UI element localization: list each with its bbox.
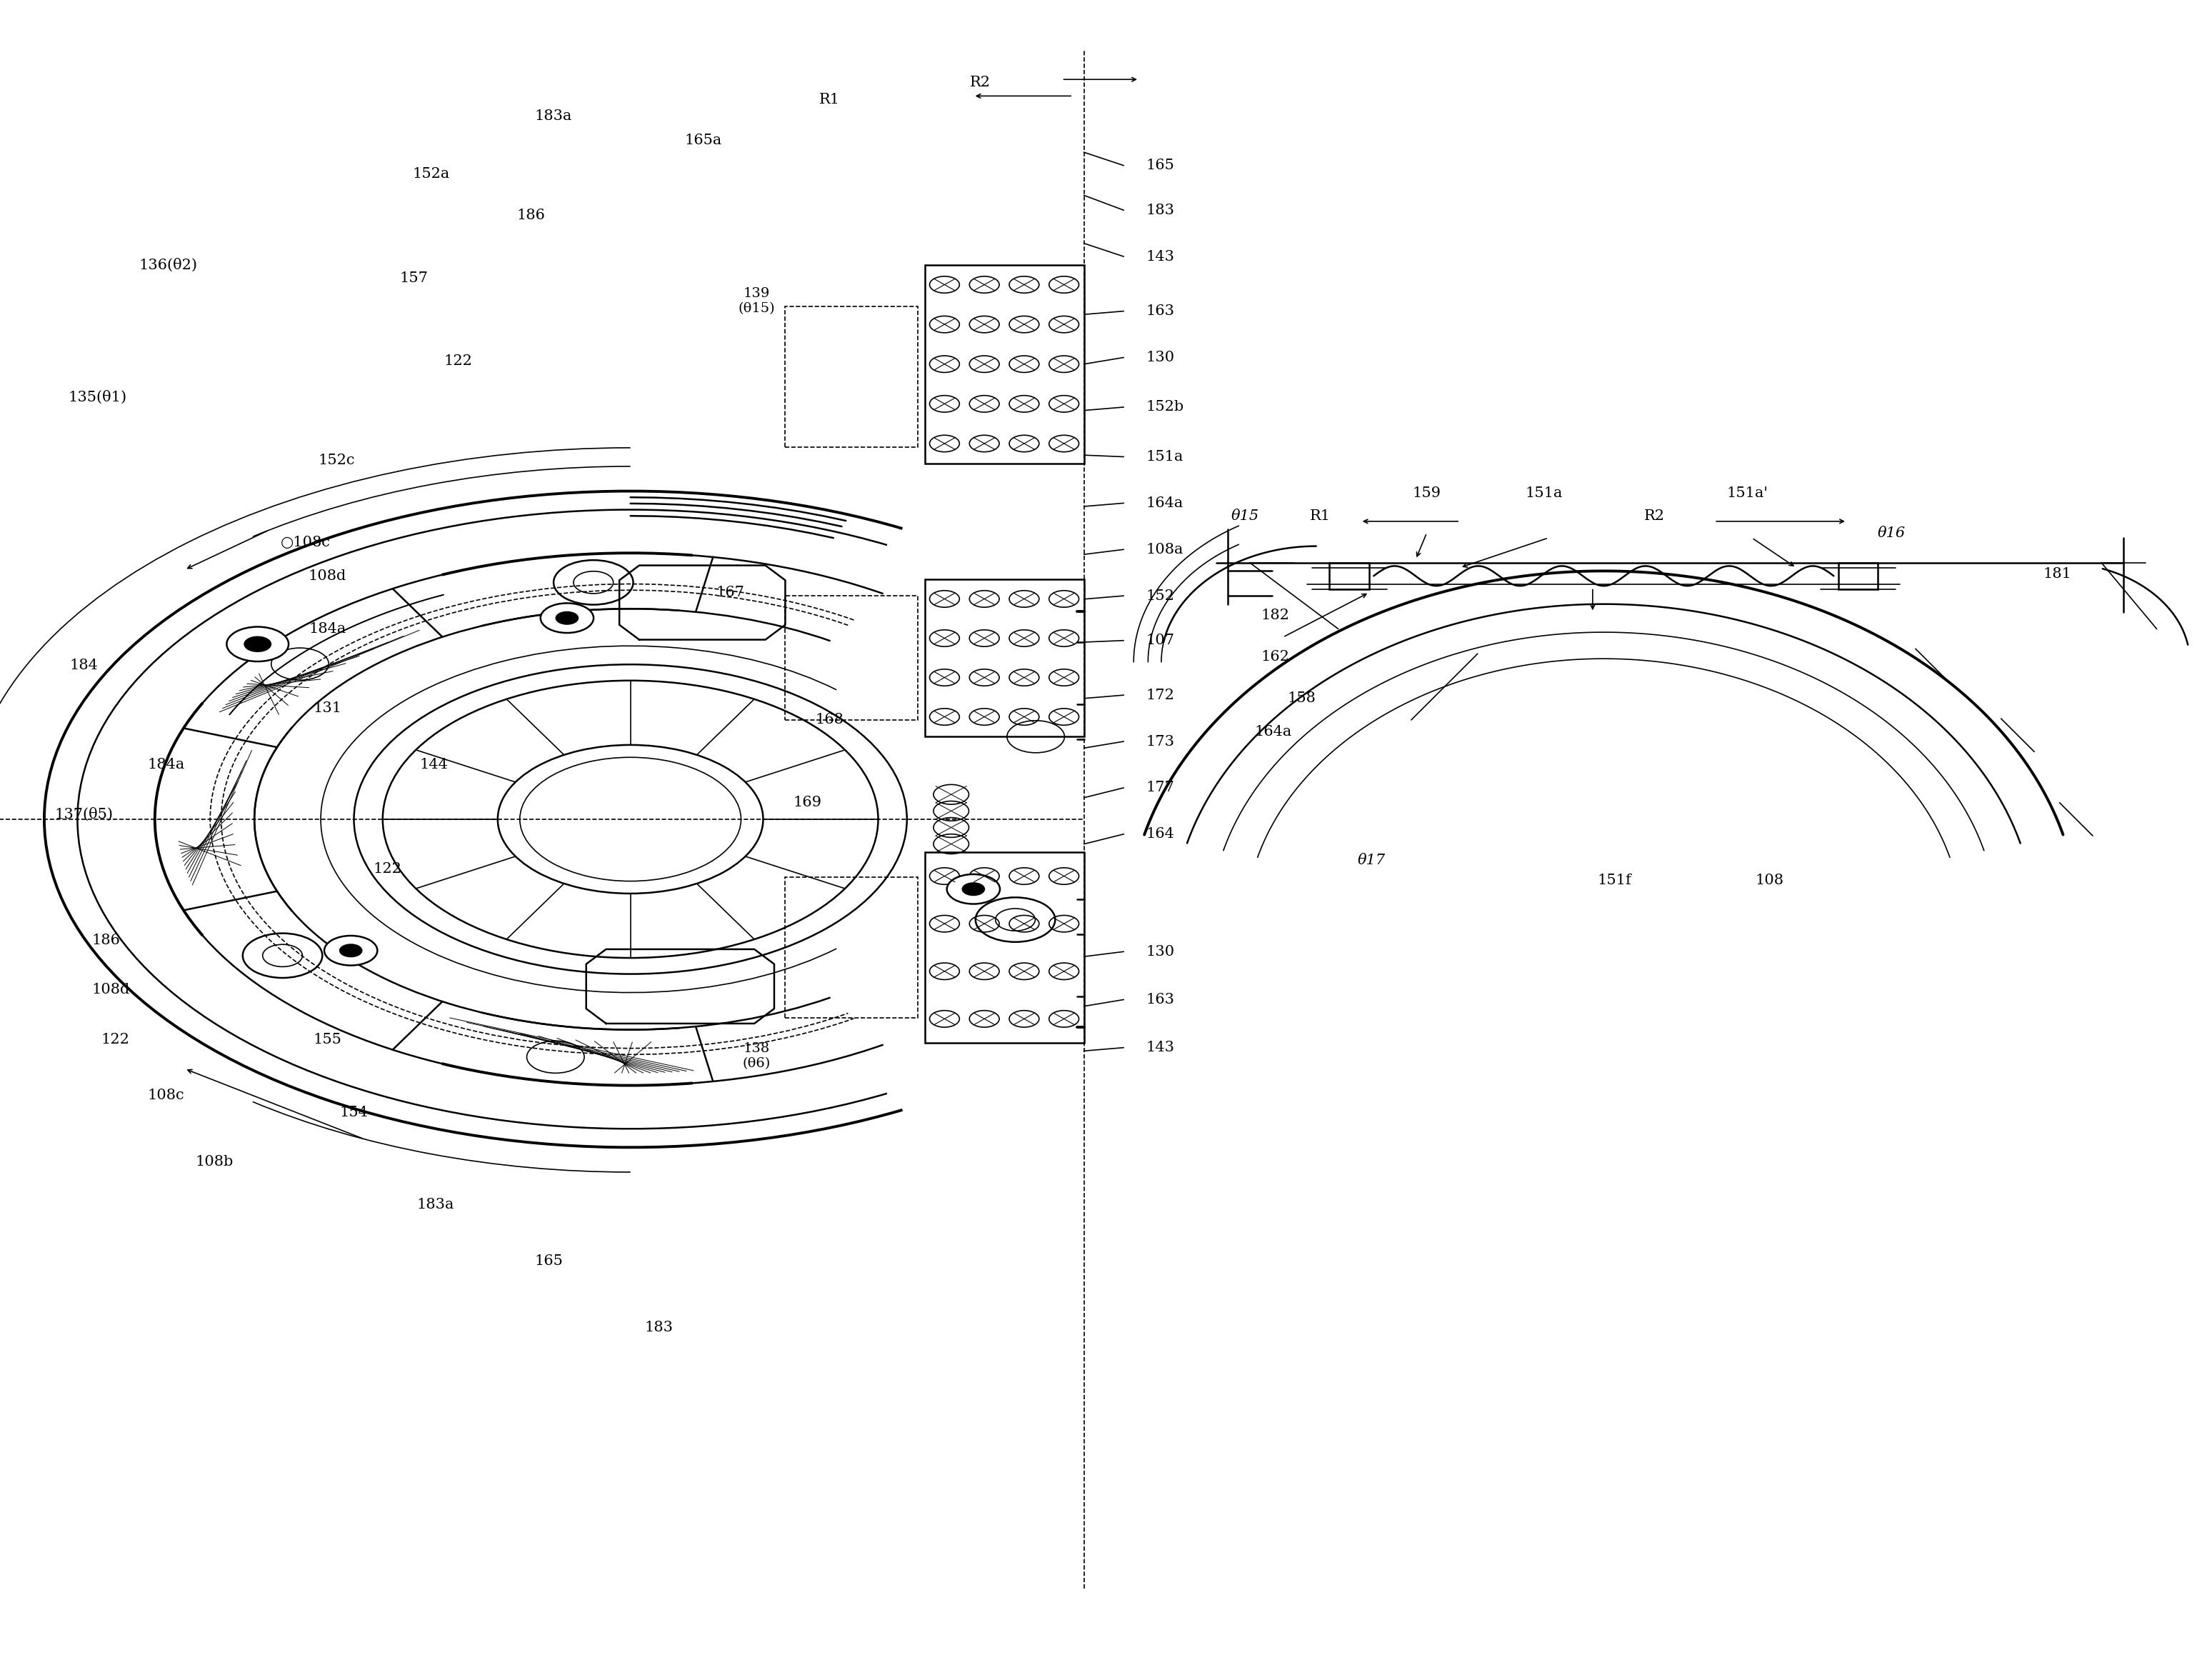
Text: θ15: θ15: [1232, 510, 1259, 523]
Text: 151a': 151a': [1728, 487, 1767, 500]
Text: 186: 186: [93, 933, 119, 947]
Bar: [785, 596, 918, 720]
Text: 137(θ5): 137(θ5): [55, 808, 113, 821]
Bar: [785, 877, 918, 1018]
Text: 122: 122: [102, 1033, 128, 1046]
Text: R2: R2: [969, 76, 991, 89]
Text: 159: 159: [1413, 487, 1440, 500]
Text: 165: 165: [535, 1254, 562, 1268]
Text: 162: 162: [1261, 650, 1290, 664]
Text: 154: 154: [341, 1106, 367, 1119]
Text: 164: 164: [1146, 828, 1175, 841]
Text: 108d: 108d: [307, 569, 347, 583]
Text: 163: 163: [1146, 305, 1175, 318]
Text: 183a: 183a: [535, 109, 571, 122]
Text: 152b: 152b: [1146, 401, 1183, 414]
Text: 168: 168: [816, 713, 843, 727]
Text: 143: 143: [1146, 250, 1175, 263]
Text: 152c: 152c: [319, 453, 354, 467]
Text: 163: 163: [1146, 993, 1175, 1006]
Text: 143: 143: [1146, 1041, 1175, 1054]
Text: 165a: 165a: [686, 134, 721, 147]
Text: 177: 177: [1146, 781, 1175, 794]
Text: 169: 169: [794, 796, 821, 809]
Text: 164a: 164a: [1146, 496, 1183, 510]
Text: 108c: 108c: [148, 1089, 184, 1102]
Text: R2: R2: [1644, 510, 1666, 523]
Text: 131: 131: [314, 702, 341, 715]
Ellipse shape: [947, 874, 1000, 904]
Text: 184: 184: [71, 659, 97, 672]
Text: 122: 122: [374, 862, 400, 875]
Text: 108d: 108d: [91, 983, 131, 996]
Text: 152a: 152a: [414, 167, 449, 180]
Ellipse shape: [962, 882, 984, 895]
Text: 107: 107: [1146, 634, 1175, 647]
Text: 108: 108: [1756, 874, 1783, 887]
Text: 108a: 108a: [1146, 543, 1183, 556]
Text: 167: 167: [717, 586, 743, 599]
Ellipse shape: [243, 637, 270, 652]
Text: 164a: 164a: [1254, 725, 1292, 738]
Bar: [925, 852, 1084, 1043]
Bar: [785, 306, 918, 447]
Text: 157: 157: [400, 271, 427, 285]
Bar: [1329, 563, 1369, 589]
Ellipse shape: [341, 945, 363, 957]
Text: R1: R1: [1310, 510, 1332, 523]
Text: 130: 130: [1146, 351, 1175, 364]
Text: 138
(θ6): 138 (θ6): [743, 1043, 770, 1069]
Text: 158: 158: [1287, 692, 1316, 705]
Bar: [1838, 563, 1878, 589]
Text: 135(θ1): 135(θ1): [69, 391, 126, 404]
Text: 183: 183: [1146, 204, 1175, 217]
Ellipse shape: [325, 935, 378, 965]
Text: 122: 122: [445, 354, 471, 367]
Text: 155: 155: [314, 1033, 341, 1046]
Text: θ16: θ16: [1878, 526, 1905, 540]
Text: 151a: 151a: [1146, 450, 1183, 463]
Text: 184a: 184a: [310, 622, 345, 636]
Text: 183: 183: [646, 1321, 672, 1334]
Text: ○108c: ○108c: [281, 536, 330, 549]
Text: 136(θ2): 136(θ2): [139, 258, 197, 271]
Text: 183a: 183a: [418, 1198, 453, 1211]
Text: 139
(θ15): 139 (θ15): [739, 288, 774, 314]
Text: 182: 182: [1261, 609, 1290, 622]
Text: 173: 173: [1146, 735, 1175, 748]
Text: 186: 186: [518, 209, 544, 222]
Text: 184a: 184a: [148, 758, 184, 771]
Text: R1: R1: [818, 93, 841, 106]
Text: 181: 181: [2044, 568, 2070, 581]
Text: 151a: 151a: [1526, 487, 1562, 500]
Text: 152: 152: [1146, 589, 1175, 602]
Text: 151f: 151f: [1597, 874, 1632, 887]
Text: 172: 172: [1146, 688, 1175, 702]
Ellipse shape: [555, 612, 577, 624]
Bar: [925, 579, 1084, 736]
Bar: [925, 265, 1084, 463]
Ellipse shape: [540, 602, 593, 632]
Text: 108b: 108b: [195, 1155, 234, 1168]
Text: θ17: θ17: [1358, 854, 1385, 867]
Text: 165: 165: [1146, 159, 1175, 172]
Text: 144: 144: [420, 758, 447, 771]
Ellipse shape: [226, 627, 288, 662]
Text: 130: 130: [1146, 945, 1175, 958]
